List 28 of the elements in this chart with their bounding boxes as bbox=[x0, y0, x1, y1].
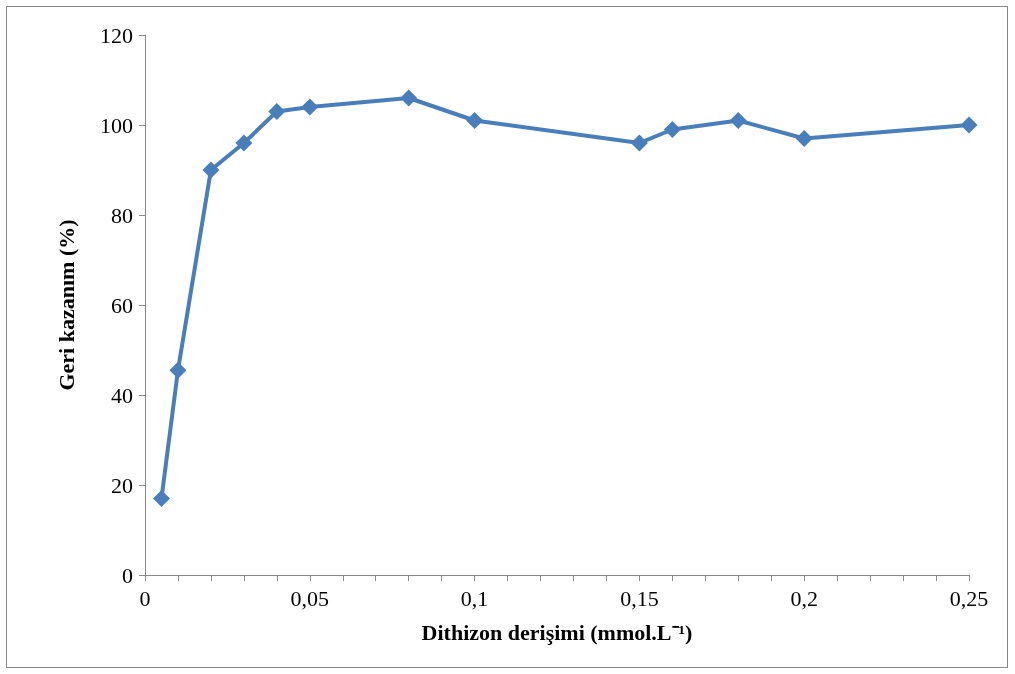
point bbox=[169, 361, 187, 379]
point bbox=[960, 116, 978, 134]
y-tick-label: 0 bbox=[122, 562, 133, 588]
point bbox=[202, 161, 220, 179]
point bbox=[268, 103, 286, 120]
x-tick-label: 0 bbox=[139, 585, 151, 611]
point bbox=[663, 121, 681, 138]
y-tick-label: 40 bbox=[111, 382, 133, 408]
y-axis-title: Geri kazanım (%) bbox=[53, 219, 79, 391]
y-tick-label: 100 bbox=[100, 112, 133, 138]
x-tick-label: 0,2 bbox=[790, 585, 818, 611]
point bbox=[301, 98, 319, 116]
point bbox=[466, 112, 484, 129]
point bbox=[235, 134, 253, 152]
y-tick-label: 20 bbox=[111, 472, 133, 498]
x-axis-title: Dithizon derişimi (mmol.L⁻¹) bbox=[421, 619, 693, 645]
y-tick-label: 80 bbox=[111, 202, 133, 228]
point bbox=[729, 112, 747, 129]
point bbox=[152, 490, 170, 507]
x-tick-label: 0,15 bbox=[620, 585, 659, 611]
x-tick-label: 0,25 bbox=[949, 585, 989, 611]
x-tick-label: 0,1 bbox=[460, 585, 489, 611]
y-tick-label: 120 bbox=[100, 22, 133, 48]
point bbox=[400, 89, 418, 107]
y-tick-label: 60 bbox=[111, 292, 133, 318]
point bbox=[630, 134, 648, 152]
point bbox=[795, 130, 813, 147]
x-tick-label: 0,05 bbox=[290, 585, 330, 611]
